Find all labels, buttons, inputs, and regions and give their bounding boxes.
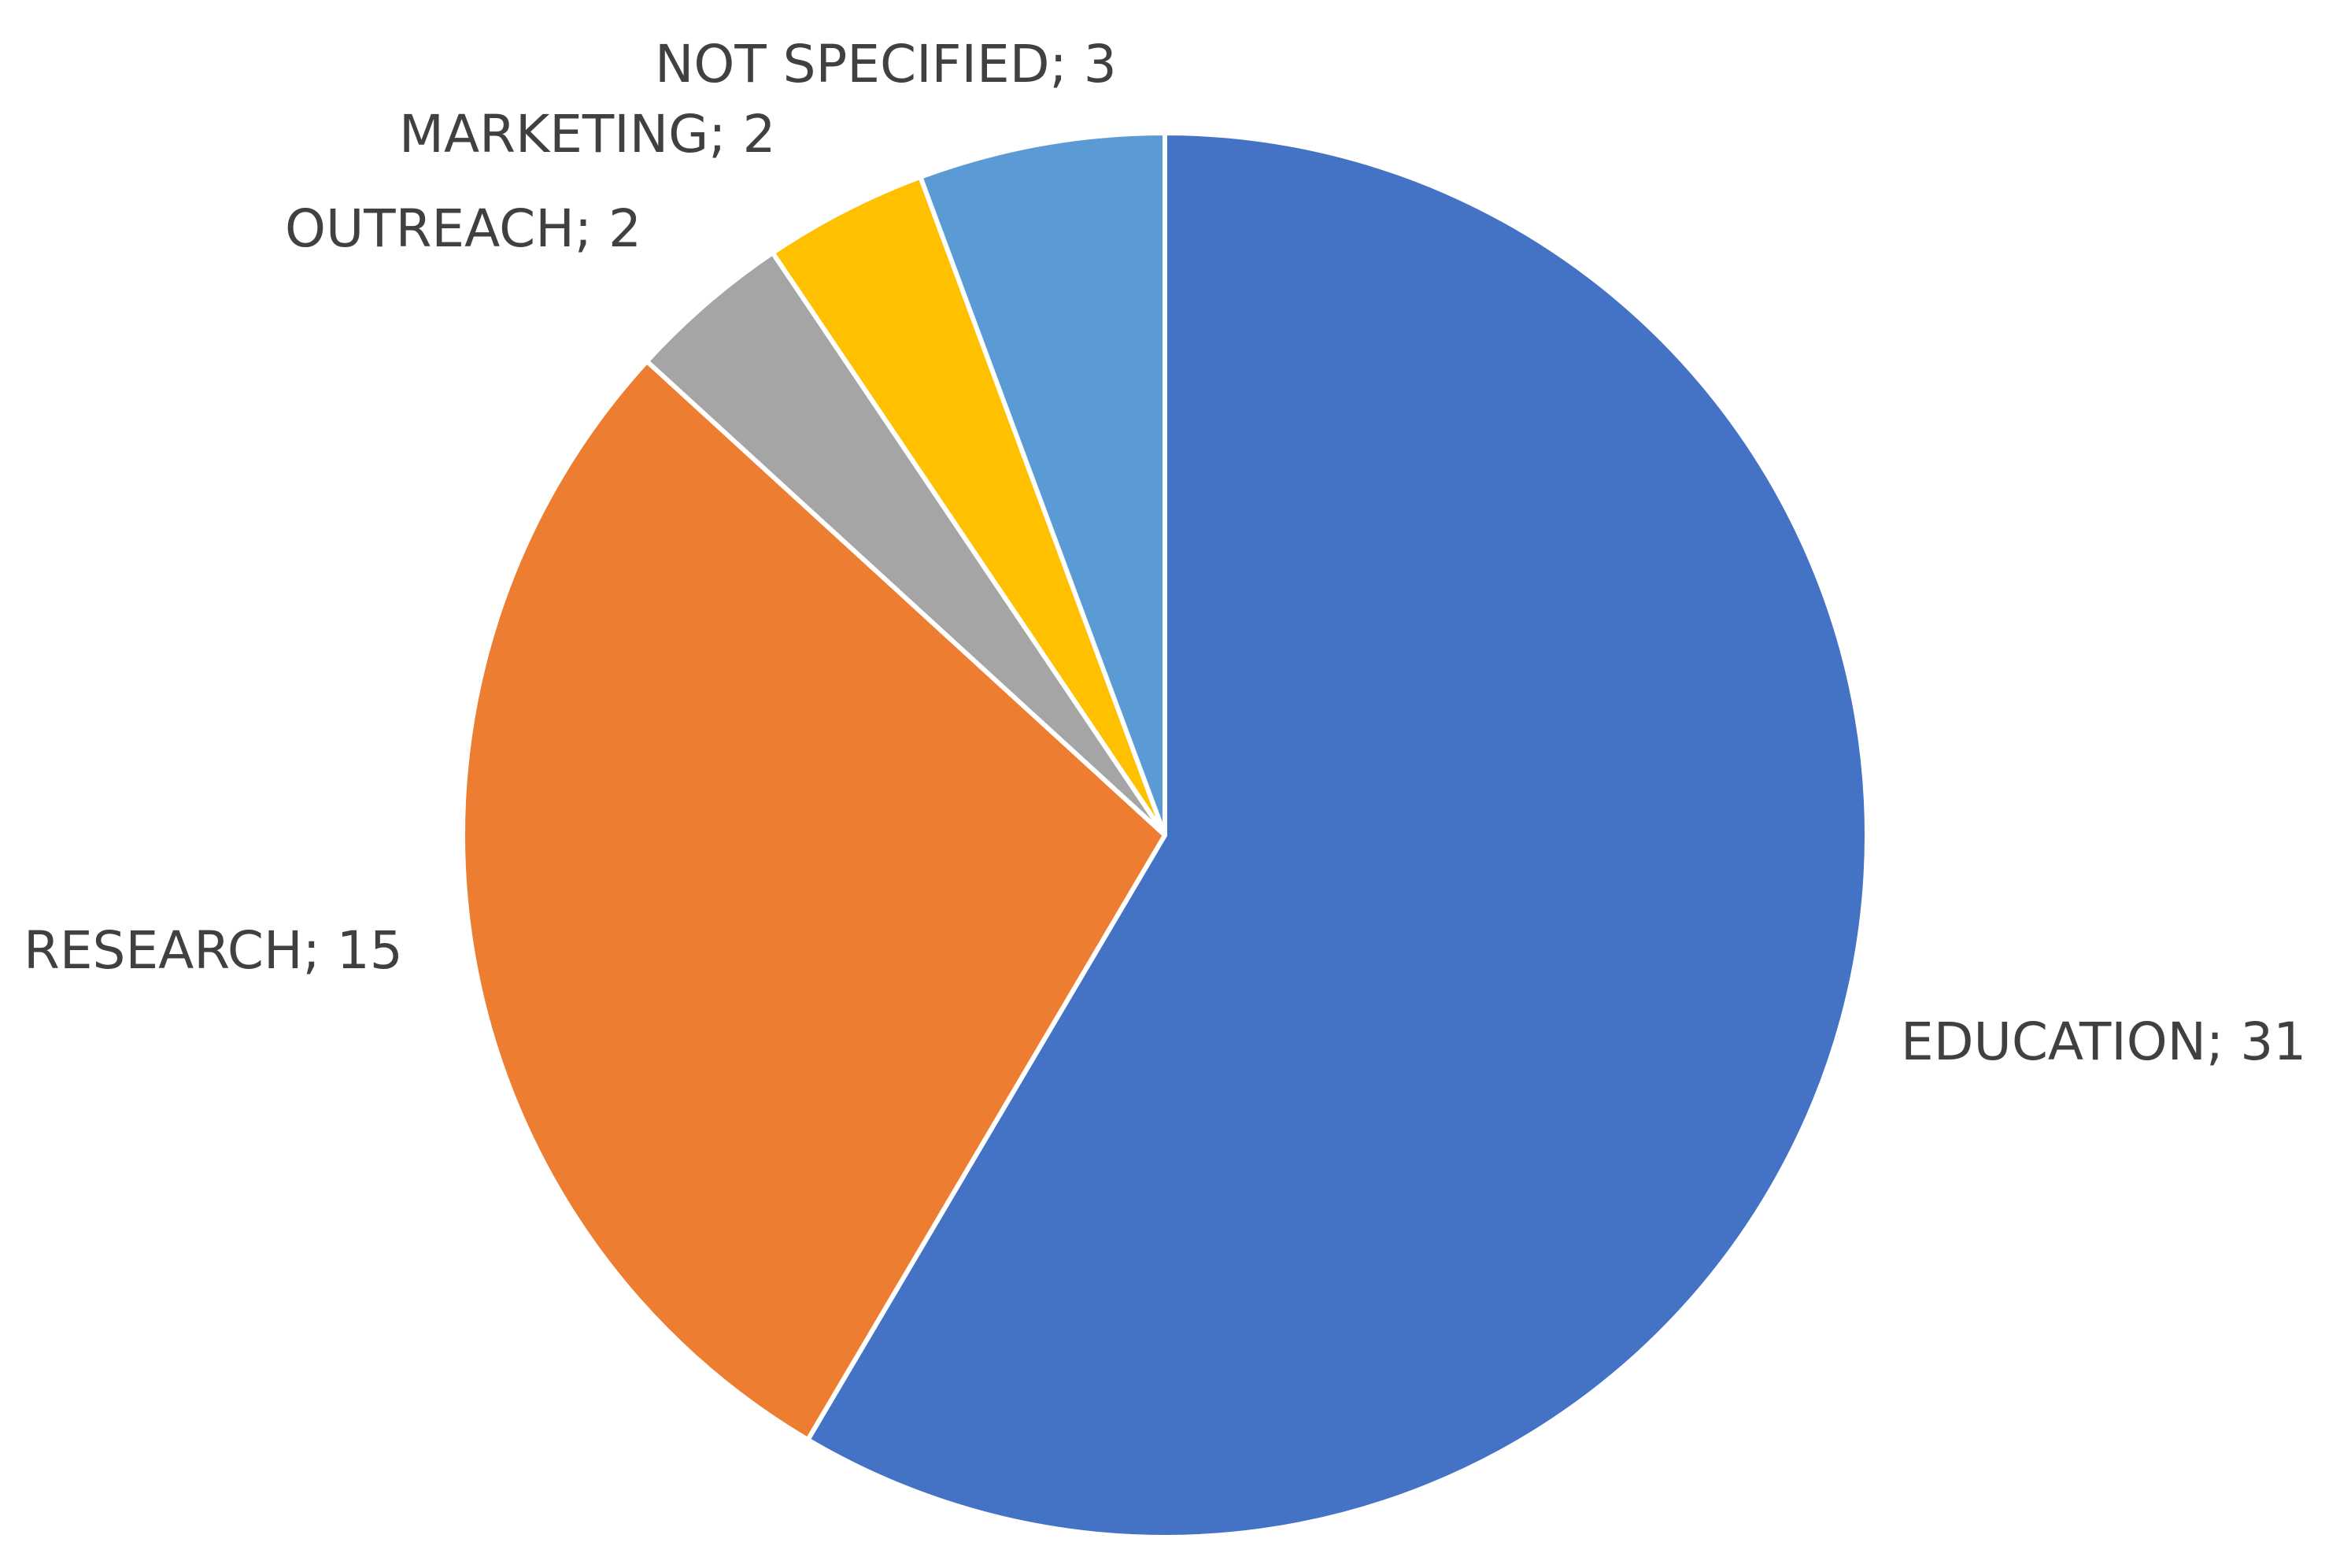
pie-slice (805, 131, 1869, 1540)
data-label: MARKETING; 2 (399, 104, 775, 165)
data-label: EDUCATION; 31 (1901, 1011, 2306, 1072)
pie-slice (918, 131, 1167, 838)
data-label: OUTREACH; 2 (285, 198, 641, 259)
data-label: RESEARCH; 15 (24, 920, 403, 981)
data-label: NOT SPECIFIED; 3 (655, 34, 1117, 94)
pie-slice (644, 250, 1167, 838)
pie-slice (460, 358, 1167, 1443)
pie-slice (770, 174, 1167, 838)
